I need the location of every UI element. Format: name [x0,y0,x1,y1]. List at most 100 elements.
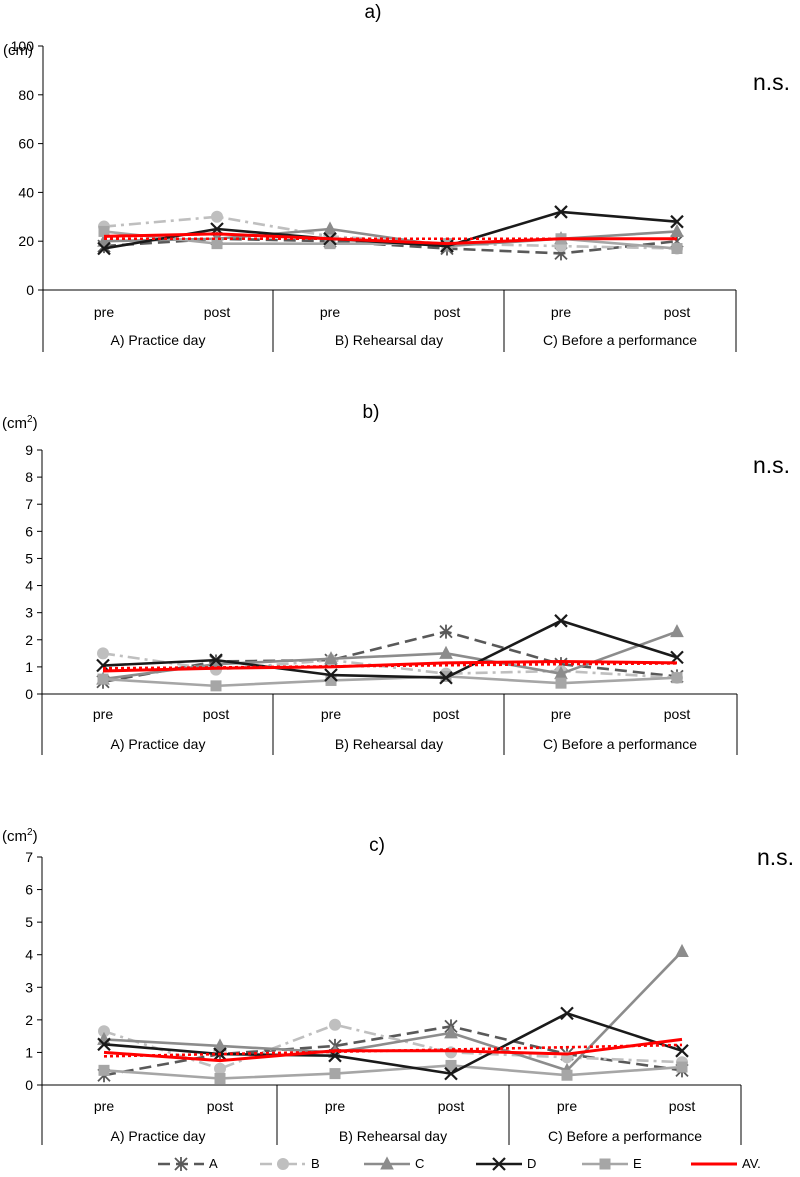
data-point-e [671,243,683,255]
y-tick-label: 0 [25,1077,33,1093]
y-axis-unit-base: (cm [2,415,27,432]
series-e [98,1059,688,1084]
x-tick-label: post [204,304,231,320]
y-tick-label: 4 [25,947,33,963]
data-point-b [211,210,223,223]
y-tick-label: 100 [11,38,35,54]
data-point-e [98,1064,110,1076]
x-tick-label: post [438,1098,465,1114]
legend: A B C D E AV. [158,1156,761,1171]
series-line-av [103,1037,683,1063]
legend-label-c: C [415,1156,424,1171]
y-tick-label: 2 [25,632,33,648]
legend-label-d: D [527,1156,536,1171]
y-tick-label: 2 [25,1012,33,1028]
data-point-d [444,1066,458,1081]
data-point-b [214,1062,226,1075]
legend-label-a: A [209,1156,218,1171]
x-tick-label: post [433,706,460,722]
legend-marker-e [599,1158,611,1170]
legend-marker-a [174,1157,188,1171]
data-point-c [324,651,338,665]
x-tick-label: pre [551,304,571,320]
y-axis-unit-base: (cm) [3,42,33,59]
series-line-c [102,630,678,681]
y-tick-label: 5 [25,550,33,566]
x-tick-label: pre [94,1098,114,1114]
data-point-e [97,673,109,685]
x-group-label: A) Practice day [111,1128,206,1144]
data-point-d [560,1006,574,1021]
data-point-e [561,1069,573,1081]
x-group-label: A) Practice day [111,332,206,348]
x-tick-label: post [203,706,230,722]
data-point-e [98,225,110,237]
x-group-label: C) Before a performance [543,332,697,348]
x-tick-label: pre [94,304,114,320]
x-group-label: B) Rehearsal day [339,1128,447,1144]
series-b [98,1018,688,1075]
data-point-c [675,943,689,957]
x-tick-label: post [434,304,461,320]
data-point-e [210,680,222,692]
y-tick-label: 6 [25,882,33,898]
series-line-av [102,659,678,673]
significance-label: n.s. [757,844,794,870]
x-tick-label: pre [321,706,341,722]
data-point-c [323,221,337,235]
y-tick-label: 0 [25,686,33,702]
data-point-c [670,223,684,237]
y-tick-label: 20 [18,233,34,249]
data-point-c [439,645,453,659]
data-point-e [671,672,683,684]
series-b [98,210,683,255]
series-d [96,614,684,685]
y-tick-label: 4 [25,578,33,594]
y-axis-unit-base: (cm [2,828,27,845]
x-tick-label: post [664,304,691,320]
panel-title: c) [369,835,385,856]
y-tick-label: 60 [18,136,34,152]
y-axis-unit-superscript: 2 [27,414,33,425]
series-line-d [102,619,678,680]
x-group-label: B) Rehearsal day [335,332,443,348]
series-line-b [103,1023,683,1071]
series-line-b [102,652,678,680]
y-tick-label: 5 [25,914,33,930]
chart-panel-1: a) (cm) n.s. 0 20 40 60 80 100 pre post pre post pre p… [3,2,790,352]
x-group-label: A) Practice day [111,736,206,752]
x-tick-label: post [207,1098,234,1114]
y-tick-label: 0 [26,282,34,298]
significance-label: n.s. [753,452,790,478]
legend-label-e: E [633,1156,642,1171]
series-line-d [103,210,678,250]
y-axis-unit-superscript: 2 [27,827,33,838]
x-tick-label: pre [320,304,340,320]
data-point-d [97,241,111,256]
panel-title: b) [363,402,380,423]
legend-label-b: B [311,1156,320,1171]
y-axis-unit-close: ) [33,415,38,432]
data-point-c [97,233,111,247]
significance-label: n.s. [753,69,790,95]
y-tick-label: 40 [18,184,34,200]
data-point-e [445,1059,457,1071]
data-point-d [675,1044,689,1058]
x-tick-label: post [664,706,691,722]
series-line-e [103,1064,683,1080]
panel-title: a) [365,2,382,23]
data-point-d [439,670,453,685]
series-line-d [103,1012,683,1075]
data-point-d [324,668,338,682]
data-point-d [97,1037,111,1052]
data-point-e [555,677,567,689]
y-tick-label: 7 [25,849,33,865]
legend-marker-d [492,1157,506,1171]
data-point-d [209,653,223,667]
x-group-label: C) Before a performance [543,736,697,752]
series-av [103,232,677,246]
y-axis-unit: (cm2) [2,414,38,432]
series-av [103,1037,683,1063]
